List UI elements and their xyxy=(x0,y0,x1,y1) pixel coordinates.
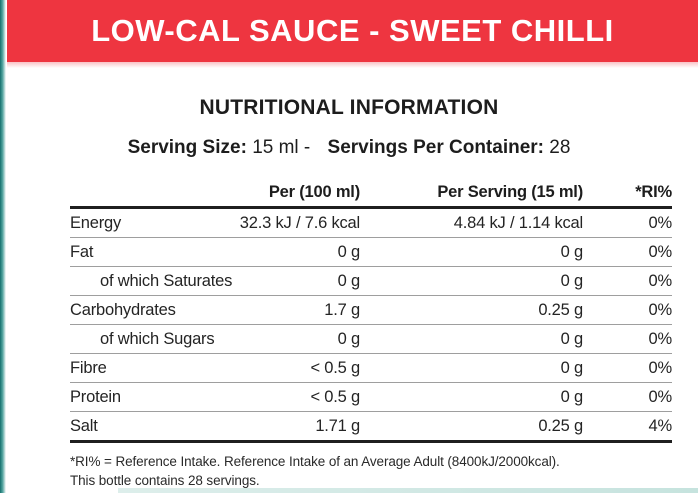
value-per-serving: 0 g xyxy=(560,387,584,406)
value-per-100ml: 0 g xyxy=(337,329,361,348)
product-banner: LOW-CAL SAUCE - SWEET CHILLI xyxy=(7,0,698,62)
servings-per-container-label: Servings Per Container: xyxy=(327,137,544,158)
value-per-serving: 0 g xyxy=(560,271,584,290)
table-header-row: Per (100 ml) Per Serving (15 ml) *RI% xyxy=(70,178,672,209)
nutrient-name: of which Saturates xyxy=(100,271,233,290)
serving-size-label: Serving Size: xyxy=(127,137,247,158)
value-ri-percent: 0% xyxy=(648,271,673,290)
nutrient-name: Energy xyxy=(70,213,122,232)
servings-per-container-value: 28 xyxy=(549,137,571,158)
nutrient-name: Protein xyxy=(70,387,121,406)
table-row-energy: Energy 32.3 kJ / 7.6 kcal 4.84 kJ / 1.14… xyxy=(70,209,672,238)
value-per-serving: 0 g xyxy=(560,329,584,348)
table-row-saturates: of which Saturates 0 g 0 g 0% xyxy=(70,267,672,296)
value-per-serving: 0.25 g xyxy=(538,300,583,319)
product-title: LOW-CAL SAUCE - SWEET CHILLI xyxy=(91,13,614,48)
footnote: *RI% = Reference Intake. Reference Intak… xyxy=(70,452,698,490)
value-per-serving: 0 g xyxy=(560,358,584,377)
table-row-fibre: Fibre < 0.5 g 0 g 0% xyxy=(70,354,672,383)
value-per-100ml: 1.7 g xyxy=(324,300,360,319)
value-ri-percent: 0% xyxy=(648,358,673,377)
nutrition-table: Per (100 ml) Per Serving (15 ml) *RI% En… xyxy=(70,178,672,443)
footnote-servings: This bottle contains 28 servings. xyxy=(70,473,260,488)
value-per-serving: 4.84 kJ / 1.14 kcal xyxy=(453,213,583,232)
table-row-salt: Salt 1.71 g 0.25 g 4% xyxy=(70,412,672,443)
footnote-reference-intake: *RI% = Reference Intake. Reference Intak… xyxy=(70,454,560,469)
value-per-serving: 0 g xyxy=(560,242,584,261)
value-per-100ml: 0 g xyxy=(337,271,361,290)
value-ri-percent: 0% xyxy=(648,387,673,406)
serving-size-value: 15 ml - xyxy=(252,137,311,158)
value-ri-percent: 0% xyxy=(648,329,673,348)
value-per-100ml: 1.71 g xyxy=(315,416,360,435)
serving-info: Serving Size: 15 ml - Servings Per Conta… xyxy=(0,137,698,159)
nutrient-name: Salt xyxy=(70,416,98,435)
nutrient-name: of which Sugars xyxy=(100,329,215,348)
column-header-per-100ml: Per (100 ml) xyxy=(268,182,360,201)
nutrient-name: Carbohydrates xyxy=(70,300,176,319)
value-per-serving: 0.25 g xyxy=(538,416,583,435)
left-edge-stripe xyxy=(0,0,6,493)
table-row-carbohydrates: Carbohydrates 1.7 g 0.25 g 0% xyxy=(70,296,672,325)
nutrient-name: Fat xyxy=(70,242,94,261)
nutrient-name: Fibre xyxy=(70,358,107,377)
banner-shadow xyxy=(7,62,698,68)
column-header-per-serving: Per Serving (15 ml) xyxy=(437,182,583,201)
bottom-edge-strip xyxy=(118,488,698,493)
value-per-100ml: 0 g xyxy=(337,242,361,261)
value-ri-percent: 0% xyxy=(648,300,673,319)
table-row-sugars: of which Sugars 0 g 0 g 0% xyxy=(70,325,672,354)
value-per-100ml: 32.3 kJ / 7.6 kcal xyxy=(239,213,360,232)
value-ri-percent: 0% xyxy=(648,213,673,232)
value-per-100ml: < 0.5 g xyxy=(310,387,360,406)
table-row-fat: Fat 0 g 0 g 0% xyxy=(70,238,672,267)
value-ri-percent: 4% xyxy=(648,416,673,435)
table-row-protein: Protein < 0.5 g 0 g 0% xyxy=(70,383,672,412)
column-header-ri-percent: *RI% xyxy=(635,182,672,201)
section-title: NUTRITIONAL INFORMATION xyxy=(199,96,499,119)
value-ri-percent: 0% xyxy=(648,242,673,261)
value-per-100ml: < 0.5 g xyxy=(310,358,360,377)
